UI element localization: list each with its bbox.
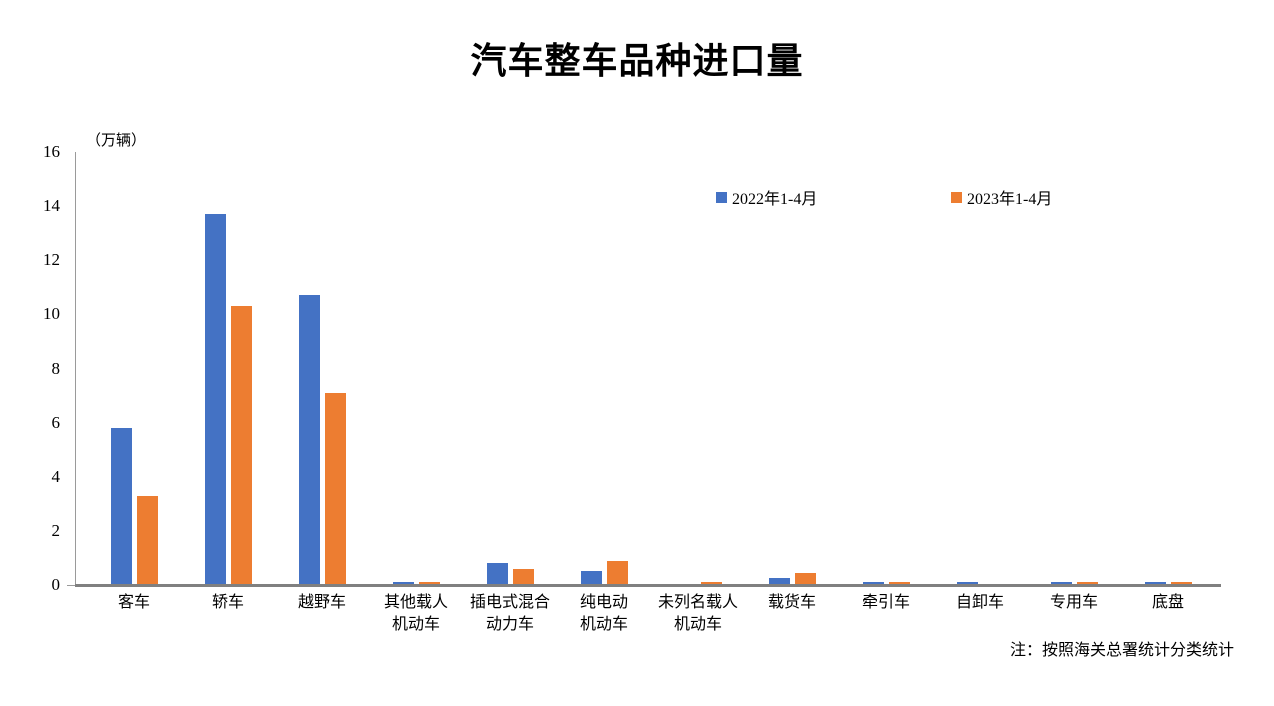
bar-group	[745, 152, 839, 585]
chart-title: 汽车整车品种进口量	[470, 41, 804, 81]
footnote: 注：按照海关总署统计分类统计	[1009, 642, 1234, 659]
bar-group	[839, 152, 933, 585]
bar-group	[651, 152, 745, 585]
bar-group	[369, 152, 463, 585]
bar-series-2022	[580, 571, 602, 585]
bar-series-2022	[204, 214, 226, 585]
bar-series-2022	[110, 428, 132, 585]
y-axis-tick-label: 0	[51, 575, 61, 594]
bar-series-2023	[1076, 582, 1098, 585]
y-axis-tick-label: 10	[43, 304, 60, 324]
bar-group	[1121, 152, 1215, 585]
bar-group	[557, 152, 651, 585]
bar-group	[87, 152, 181, 585]
bar-group	[463, 152, 557, 585]
x-axis-category-label: 专用车	[1049, 594, 1098, 611]
y-axis-tick-label: 16	[43, 142, 60, 161]
y-axis-tick-label: 2	[51, 520, 61, 540]
plot-area	[87, 152, 1215, 585]
legend-swatch-2022-icon	[716, 191, 727, 203]
y-axis-line	[75, 152, 76, 585]
bar-series-2022	[956, 582, 978, 585]
y-axis-tick-label: 6	[51, 412, 61, 432]
y-axis-tick-label: 12	[43, 250, 60, 270]
bar-series-2022	[486, 563, 508, 585]
x-axis-category-label: 客车	[117, 594, 150, 611]
bar-group	[275, 152, 369, 585]
legend-item-2022: 2022年1-4月	[716, 185, 817, 209]
bar-series-2023	[418, 582, 440, 585]
bar-group	[933, 152, 1027, 585]
legend: 2022年1-4月 2023年1-4月	[0, 185, 1274, 209]
bar-series-2023	[700, 582, 722, 585]
bar-series-2022	[1144, 582, 1166, 585]
bar-series-2022	[392, 582, 414, 585]
bar-series-2022	[862, 582, 884, 585]
x-axis-category-labels: 客车 轿车 越野车 其他载人 机动车 插电式混合 动力车 纯电动 机动车 未列名载人 机动车…	[87, 592, 1215, 636]
bar-series-2023	[136, 496, 158, 585]
legend-swatch-2023-icon	[951, 191, 962, 203]
bar-series-2023	[794, 573, 816, 585]
x-axis-category-label: 其他载人 机动车	[383, 594, 448, 633]
bar-series-2023	[324, 393, 346, 585]
x-axis-line	[75, 584, 1221, 587]
bar-series-2023	[888, 582, 910, 585]
y-axis-unit-label: （万辆）	[86, 133, 147, 149]
legend-label-2023: 2023年1-4月	[967, 191, 1053, 208]
x-axis-category-label: 越野车	[297, 594, 346, 611]
x-axis-category-label: 纯电动 机动车	[579, 594, 628, 633]
bar-series-2023	[230, 306, 252, 585]
x-axis-category-label: 轿车	[211, 594, 244, 611]
bar-group	[181, 152, 275, 585]
legend-item-2023: 2023年1-4月	[951, 185, 1052, 209]
bar-series-2023	[512, 569, 534, 585]
y-axis-tick-label: 4	[51, 466, 61, 486]
bar-group	[1027, 152, 1121, 585]
y-axis-tick-label: 14	[43, 196, 60, 216]
bar-series-2022	[1050, 582, 1072, 585]
y-axis-zero-tick	[67, 585, 75, 586]
x-axis-category-label: 底盘	[1151, 594, 1184, 611]
x-axis-category-label: 未列名载人 机动车	[657, 594, 738, 633]
y-axis-tick-labels: 0 2 4 6 8 10 12 14 16	[0, 142, 68, 594]
bar-series-2022	[768, 578, 790, 585]
bar-series-2023	[606, 561, 628, 585]
x-axis-category-label: 插电式混合 动力车	[469, 594, 550, 633]
x-axis-category-label: 自卸车	[955, 594, 1004, 611]
x-axis-category-label: 载货车	[767, 594, 816, 611]
bar-series-2022	[298, 295, 320, 585]
y-axis-tick-label: 8	[51, 358, 61, 378]
legend-label-2022: 2022年1-4月	[732, 191, 818, 208]
bar-series-2023	[1170, 582, 1192, 585]
x-axis-category-label: 牵引车	[861, 594, 910, 611]
